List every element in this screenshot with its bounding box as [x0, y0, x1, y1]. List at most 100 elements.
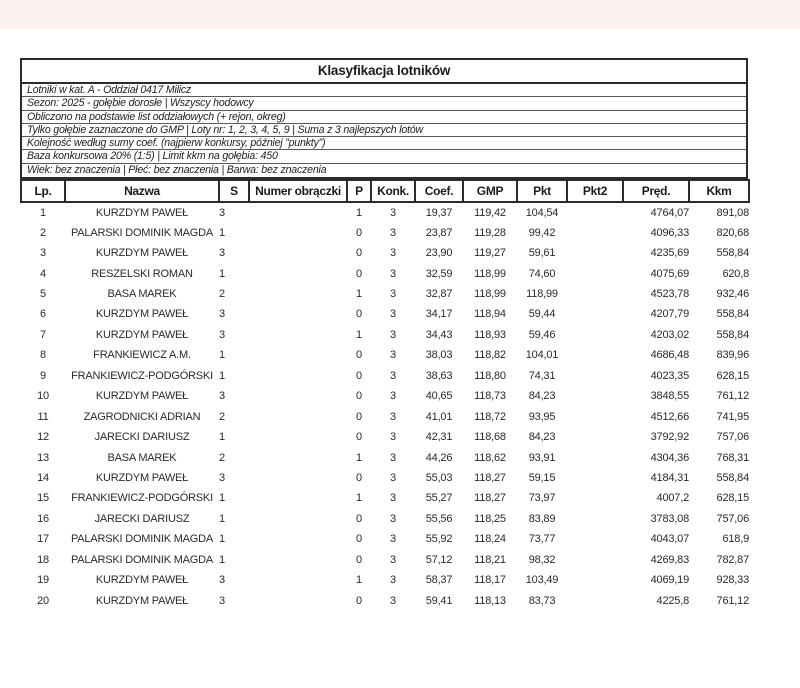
cell: 23,87 — [425, 226, 453, 239]
cell: 118,82 — [474, 349, 506, 362]
column-header: Numer obrączki — [248, 179, 348, 204]
cell: 32,59 — [425, 267, 453, 280]
table-row: 9 FRANKIEWICZ-PODGÓRSKI 1 0 3 38,63 118,80 74,3… — [21, 366, 749, 386]
cell: 74,60 — [528, 267, 556, 280]
cell: 93,91 — [528, 451, 556, 464]
cell: 9 — [40, 369, 46, 382]
cell: 628,15 — [716, 369, 749, 382]
cell — [567, 263, 623, 283]
cell: 3 — [390, 533, 396, 546]
info-line: Lotniki w kat. A - Oddział 0417 Milicz — [22, 84, 746, 98]
cell: 558,84 — [716, 328, 749, 341]
cell: 3 — [219, 390, 225, 403]
cell: 20 — [37, 594, 49, 607]
cell: 1 — [219, 553, 225, 566]
cell: 84,23 — [528, 390, 556, 403]
cell: 4007,2 — [656, 492, 689, 505]
cell: 757,06 — [716, 512, 749, 525]
cell — [567, 345, 623, 365]
cell: 0 — [356, 349, 362, 362]
cell: FRANKIEWICZ A.M. — [93, 349, 191, 362]
cell: 2 — [219, 288, 225, 301]
cell — [567, 427, 623, 447]
cell: 0 — [356, 431, 362, 444]
table-row: 17 PALARSKI DOMINIK MAGDA 1 0 3 55,92 118,24 73… — [21, 529, 749, 549]
cell: 98,32 — [528, 553, 556, 566]
cell: 4184,31 — [650, 471, 689, 484]
info-line: Wiek: bez znaczenia | Płeć: bez znaczeni… — [27, 163, 327, 176]
cell: 7 — [40, 328, 46, 341]
table-row: 15 FRANKIEWICZ-PODGÓRSKI 1 1 3 55,27 118,27 73,… — [21, 488, 749, 508]
cell: 3 — [219, 247, 225, 260]
cell: 118,94 — [474, 308, 506, 321]
cell: JARECKI DARIUSZ — [94, 512, 190, 525]
column-header: Nazwa — [64, 179, 220, 204]
cell: 2 — [40, 226, 46, 239]
cell: 103,49 — [525, 574, 559, 587]
cell — [249, 488, 347, 508]
column-header: Konk. — [370, 179, 416, 204]
cell: 4069,19 — [650, 574, 689, 587]
cell — [567, 366, 623, 386]
cell: 928,33 — [716, 574, 749, 587]
cell — [249, 325, 347, 345]
cell: 1 — [219, 267, 225, 280]
cell: 0 — [356, 390, 362, 403]
cell: 104,01 — [525, 349, 559, 362]
table-row: 12 JARECKI DARIUSZ 1 0 3 42,31 118,68 84,23 3792… — [21, 427, 749, 447]
cell: 58,37 — [425, 574, 453, 587]
cell: 558,84 — [716, 308, 749, 321]
cell — [567, 386, 623, 406]
cell — [249, 243, 347, 263]
table-row: 18 PALARSKI DOMINIK MAGDA 1 0 3 57,12 118,21 98… — [21, 550, 749, 570]
cell: 3 — [219, 328, 225, 341]
cell: 118,99 — [474, 267, 506, 280]
cell: 18 — [37, 553, 49, 566]
info-line: Kolejność według sumy coef. (najpierw ko… — [22, 137, 746, 151]
info-line: Obliczono na podstawie list oddziałowych… — [22, 111, 746, 124]
cell — [249, 223, 347, 243]
cell: 17 — [37, 533, 49, 546]
cell: 3848,55 — [650, 390, 689, 403]
cell — [249, 406, 347, 426]
column-header: Lp. — [20, 179, 66, 204]
cell: 59,15 — [528, 471, 556, 484]
cell: 34,43 — [425, 328, 453, 341]
table-row: 13 BASA MAREK 2 1 3 44,26 118,62 93,91 4304,36 76… — [21, 447, 749, 467]
cell: ZAGRODNICKI ADRIAN — [83, 410, 201, 423]
cell: 0 — [356, 471, 362, 484]
cell: KURZDYM PAWEŁ — [95, 328, 189, 341]
cell: 55,92 — [425, 533, 453, 546]
cell: 55,27 — [425, 492, 453, 505]
cell: 3 — [390, 247, 396, 260]
cell: 3 — [390, 328, 396, 341]
cell: KURZDYM PAWEŁ — [95, 471, 189, 484]
table-row: 10 KURZDYM PAWEŁ 3 0 3 40,65 118,73 84,23 3848,5… — [21, 386, 749, 406]
table-row: 19 KURZDYM PAWEŁ 3 1 3 58,37 118,17 103,49 4069,… — [21, 570, 749, 590]
info-line: Tylko gołębie zaznaczone do GMP | Loty n… — [22, 124, 746, 138]
column-header: S — [218, 179, 250, 204]
cell: 820,68 — [716, 226, 749, 239]
table-row: 4 RESZELSKI ROMAN 1 0 3 32,59 118,99 74,60 4075,… — [21, 263, 749, 283]
cell: 0 — [356, 308, 362, 321]
cell: 1 — [356, 206, 362, 219]
cell: BASA MAREK — [107, 288, 177, 301]
cell: 2 — [219, 451, 225, 464]
cell — [567, 509, 623, 529]
cell — [249, 550, 347, 570]
cell: 558,84 — [716, 471, 749, 484]
cell: 118,13 — [474, 594, 506, 607]
cell: 3 — [219, 206, 225, 219]
cell: 38,63 — [425, 369, 453, 382]
table-row: 11 ZAGRODNICKI ADRIAN 2 0 3 41,01 118,72 93,95 4… — [21, 406, 749, 426]
cell: KURZDYM PAWEŁ — [95, 390, 189, 403]
column-header: Coef. — [414, 179, 464, 204]
cell: 59,41 — [425, 594, 453, 607]
cell: 40,65 — [425, 390, 453, 403]
cell: 41,01 — [425, 410, 453, 423]
cell: 3 — [390, 369, 396, 382]
cell: 119,42 — [474, 206, 506, 219]
cell: 118,21 — [474, 553, 506, 566]
cell: FRANKIEWICZ-PODGÓRSKI — [71, 369, 213, 382]
cell: 119,27 — [474, 247, 506, 260]
